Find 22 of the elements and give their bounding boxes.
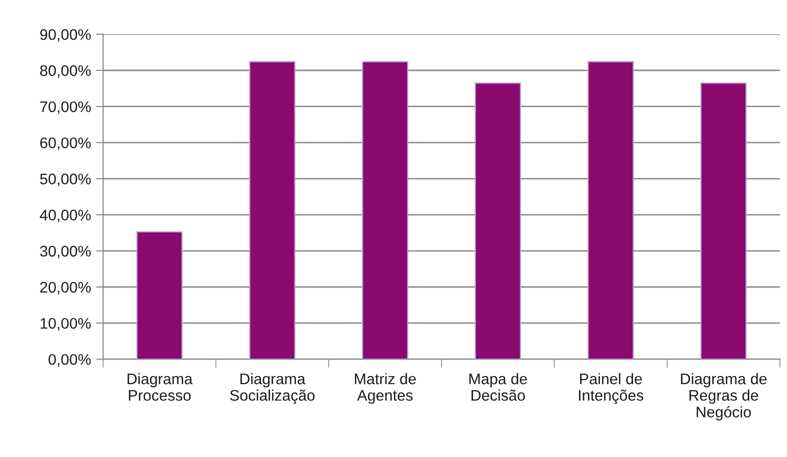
bar	[362, 61, 408, 360]
y-tick-label: 30,00%	[40, 246, 91, 258]
x-tick-label: Mapa de Decisão	[469, 373, 527, 401]
y-tick-label: 60,00%	[40, 137, 91, 150]
bar	[136, 231, 183, 360]
y-tick-label: 80,00%	[40, 65, 91, 78]
bar	[588, 61, 634, 360]
y-tick-label: 40,00%	[40, 210, 91, 222]
x-tick-label: Diagrama de Regras de Negócio	[681, 373, 767, 420]
x-tick-label: Diagrama Socialização	[230, 373, 315, 404]
y-tick-label: 20,00%	[40, 282, 91, 294]
x-tick-label: Matriz de Agentes	[354, 373, 416, 404]
y-tick-label: 0,00%	[48, 354, 91, 367]
x-tick-label: Diagrama Processo	[128, 373, 193, 401]
bar	[700, 82, 747, 360]
x-tick-label: Painel de Intenções	[579, 373, 644, 404]
bar	[474, 82, 522, 360]
bar	[249, 61, 296, 360]
y-tick-label: 70,00%	[40, 101, 91, 114]
y-tick-label: 10,00%	[40, 318, 91, 331]
y-tick-label: 50,00%	[40, 174, 91, 186]
y-tick-label: 90,00%	[40, 29, 91, 42]
